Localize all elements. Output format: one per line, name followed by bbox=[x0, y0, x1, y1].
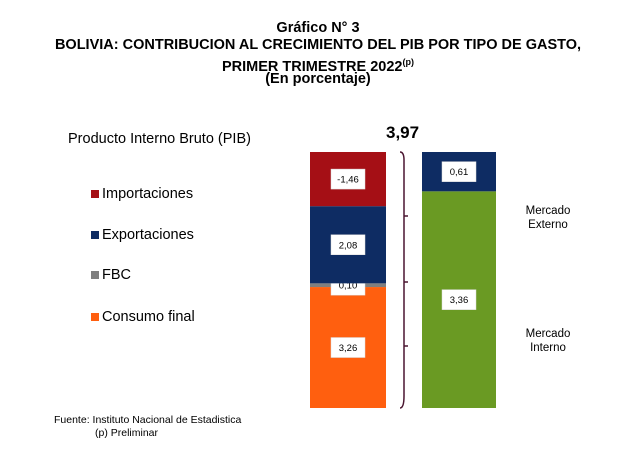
data-label-box-importaciones bbox=[330, 168, 366, 190]
source-note: Fuente: Instituto Nacional de Estadistic… bbox=[54, 414, 241, 440]
legend-item-fbc: FBC bbox=[91, 267, 131, 283]
legend-label-importaciones: Importaciones bbox=[102, 186, 194, 202]
legend-item-importaciones: Importaciones bbox=[91, 186, 193, 202]
mercado-externo-line2: Externo bbox=[528, 219, 568, 231]
legend-label-consumo-final: Consumo final bbox=[102, 309, 195, 325]
data-label-mercado-interno: 3,36 bbox=[450, 295, 469, 306]
legend-label-exportaciones: Exportaciones bbox=[102, 227, 194, 243]
data-label-mercado-externo: 0,61 bbox=[450, 167, 469, 178]
total-value-label: 3,97 bbox=[386, 123, 420, 142]
data-label-fbc: 0,10 bbox=[339, 281, 358, 292]
mercado-externo-label: Mercado Externo bbox=[508, 204, 588, 232]
chart-subtitle-note: (p) bbox=[402, 57, 415, 67]
legend-item-exportaciones: Exportaciones bbox=[91, 227, 194, 243]
data-label-box-mercado-interno bbox=[441, 289, 477, 310]
mercado-interno-line2: Interno bbox=[530, 342, 566, 354]
source-line: Fuente: Instituto Nacional de Estadistic… bbox=[54, 414, 242, 426]
legend-swatch-consumo-final bbox=[91, 313, 99, 321]
data-label-exportaciones: 2,08 bbox=[339, 240, 358, 251]
chart-title: BOLIVIA: CONTRIBUCION AL CRECIMIENTO DEL… bbox=[54, 37, 582, 53]
legend-label-fbc: FBC bbox=[102, 267, 131, 283]
data-label-consumo-final: 3,26 bbox=[339, 343, 358, 354]
legend-swatch-importaciones bbox=[91, 190, 99, 198]
data-label-box-mercado-externo bbox=[441, 161, 477, 182]
data-label-box-consumo-final bbox=[330, 337, 366, 358]
data-label-importaciones: -1,46 bbox=[337, 175, 359, 186]
legend-swatch-fbc bbox=[91, 271, 99, 279]
data-label-box-exportaciones bbox=[330, 234, 366, 256]
legend-swatch-exportaciones bbox=[91, 231, 99, 239]
mercado-interno-label: Mercado Interno bbox=[508, 327, 588, 355]
chart-subtitle-text: PRIMER TRIMESTRE 2022 bbox=[222, 59, 403, 75]
chart-number: Gráfico N° 3 bbox=[276, 20, 360, 36]
pib-label: Producto Interno Bruto (PIB) bbox=[68, 131, 251, 147]
chart-units: (En porcentaje) bbox=[265, 71, 371, 87]
mercado-externo-line1: Mercado bbox=[525, 205, 571, 217]
legend-item-consumo-final: Consumo final bbox=[91, 309, 195, 325]
grouping-brace bbox=[399, 151, 405, 409]
chart-subtitle: PRIMER TRIMESTRE 2022(p) bbox=[0, 54, 636, 76]
mercado-interno-line1: Mercado bbox=[525, 328, 571, 340]
preliminary-note: (p) Preliminar bbox=[95, 427, 159, 439]
